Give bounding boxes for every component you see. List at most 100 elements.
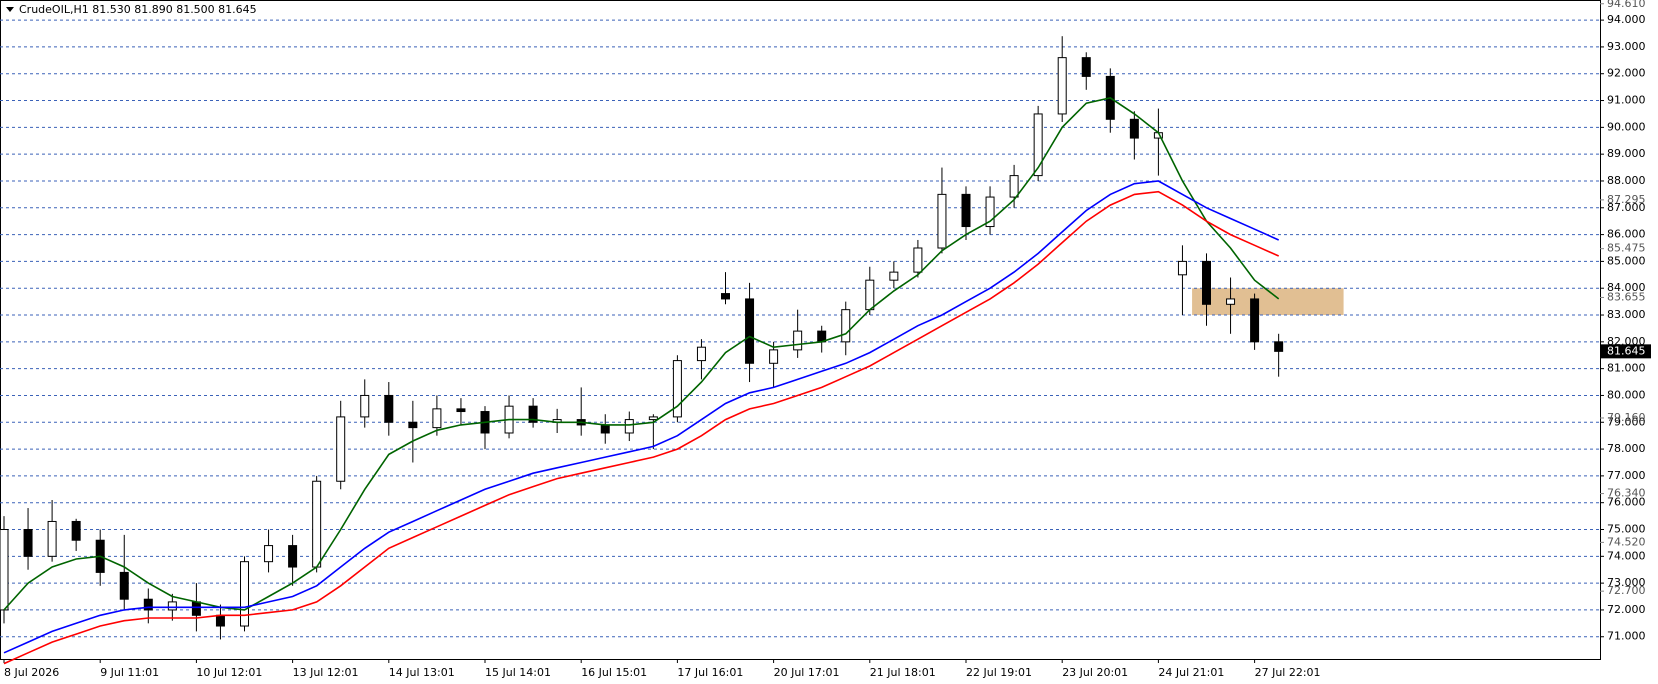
y-tick-label: 87.000 — [1607, 201, 1646, 214]
y-tick-label: 83.000 — [1607, 308, 1646, 321]
y-tick-label: 85.000 — [1607, 254, 1646, 267]
candle-body — [1081, 57, 1091, 77]
candle-body — [600, 424, 610, 434]
candle-body — [336, 416, 346, 482]
x-tick-label: 14 Jul 13:01 — [389, 666, 455, 679]
x-tick-label: 13 Jul 12:01 — [293, 666, 359, 679]
x-tick-label: 10 Jul 12:01 — [196, 666, 262, 679]
x-tick-label: 8 Jul 2026 — [4, 666, 59, 679]
candle-body — [961, 193, 971, 228]
x-tick-label: 15 Jul 14:01 — [485, 666, 551, 679]
y-tick-label: 80.000 — [1607, 388, 1646, 401]
candle-body — [1177, 260, 1187, 276]
y-tick-label: 88.000 — [1607, 174, 1646, 187]
x-tick-label: 27 Jul 22:01 — [1255, 666, 1321, 679]
y-tick-label: 86.000 — [1607, 228, 1646, 241]
candle-body — [1033, 113, 1043, 177]
candle-body — [456, 408, 466, 413]
zone — [1192, 288, 1344, 316]
level-label: 94.610 — [1607, 0, 1646, 10]
candle-body — [841, 309, 851, 343]
menu-arrow — [6, 7, 14, 12]
candle-body — [240, 561, 249, 627]
current-price-box — [1601, 344, 1651, 359]
current-price-label: 81.645 — [1607, 344, 1646, 357]
x-tick-label: 21 Jul 18:01 — [870, 666, 936, 679]
candle-body — [1057, 57, 1067, 115]
candle-body — [1009, 175, 1019, 198]
candle-body — [119, 571, 129, 600]
candle-body — [913, 247, 923, 273]
candle-body — [721, 293, 730, 300]
y-tick-label: 93.000 — [1607, 40, 1646, 53]
candle-body — [696, 346, 706, 362]
candle-body — [0, 529, 9, 611]
candle-body — [384, 394, 394, 423]
candle-body — [432, 408, 442, 429]
x-tick-label: 17 Jul 16:01 — [677, 666, 743, 679]
y-tick-label: 94.000 — [1607, 13, 1646, 26]
level-label: 87.295 — [1607, 193, 1646, 206]
level-label: 83.655 — [1607, 290, 1646, 303]
y-tick-label: 77.000 — [1607, 469, 1646, 482]
level-label: 72.700 — [1607, 584, 1646, 597]
candle-body — [648, 416, 658, 421]
y-tick-label: 91.000 — [1607, 94, 1646, 107]
chart-title: CrudeOIL,H1 81.530 81.890 81.500 81.645 — [19, 3, 257, 16]
candle-body — [264, 545, 274, 563]
candle-body — [23, 529, 33, 557]
plot-frame — [0, 0, 1601, 660]
candle-body — [215, 614, 225, 627]
candle-body — [408, 421, 418, 429]
candle-body — [312, 480, 322, 568]
level-label: 85.475 — [1607, 242, 1646, 255]
candle-body — [1250, 298, 1260, 343]
candle-body — [528, 405, 538, 423]
y-tick-label: 89.000 — [1607, 147, 1646, 160]
y-tick-label: 84.000 — [1607, 281, 1646, 294]
level-label: 79.160 — [1607, 411, 1646, 424]
y-tick-label: 78.000 — [1607, 442, 1646, 455]
x-tick-label: 22 Jul 19:01 — [966, 666, 1032, 679]
candle-body — [865, 279, 875, 311]
candle-body — [769, 349, 779, 364]
x-tick-label: 9 Jul 11:01 — [100, 666, 159, 679]
level-label: 76.340 — [1607, 487, 1646, 500]
candle-body — [624, 419, 634, 434]
candle-body — [1226, 298, 1236, 305]
candle-body — [1274, 341, 1284, 352]
y-tick-label: 74.000 — [1607, 549, 1646, 562]
candle-body — [47, 520, 57, 557]
x-tick-label: 20 Jul 17:01 — [774, 666, 840, 679]
candle-body — [191, 601, 201, 616]
y-tick-label: 75.000 — [1607, 523, 1646, 536]
candle-body — [672, 360, 682, 418]
candle-body — [745, 298, 755, 364]
y-tick-label: 73.000 — [1607, 576, 1646, 589]
x-tick-label: 23 Jul 20:01 — [1062, 666, 1128, 679]
y-tick-label: 72.000 — [1607, 603, 1646, 616]
candle-body — [1129, 118, 1139, 139]
candle-body — [360, 394, 370, 418]
candle-body — [288, 545, 298, 568]
candle-body — [937, 193, 947, 249]
candle-body — [71, 520, 81, 541]
moving-average — [3, 97, 1280, 611]
candle-body — [889, 271, 899, 281]
level-label: 74.520 — [1607, 535, 1646, 548]
candle-body — [143, 598, 153, 611]
moving-average — [3, 180, 1280, 654]
y-tick-label: 81.000 — [1607, 362, 1646, 375]
x-tick-label: 24 Jul 21:01 — [1158, 666, 1224, 679]
candle-body — [167, 601, 177, 611]
candle-body — [985, 196, 995, 228]
y-tick-label: 92.000 — [1607, 67, 1646, 80]
x-tick-label: 16 Jul 15:01 — [581, 666, 647, 679]
y-tick-label: 71.000 — [1607, 630, 1646, 643]
y-tick-label: 79.000 — [1607, 415, 1646, 428]
y-tick-label: 76.000 — [1607, 496, 1646, 509]
candle-body — [793, 330, 803, 351]
y-tick-label: 90.000 — [1607, 120, 1646, 133]
moving-average — [3, 190, 1280, 665]
